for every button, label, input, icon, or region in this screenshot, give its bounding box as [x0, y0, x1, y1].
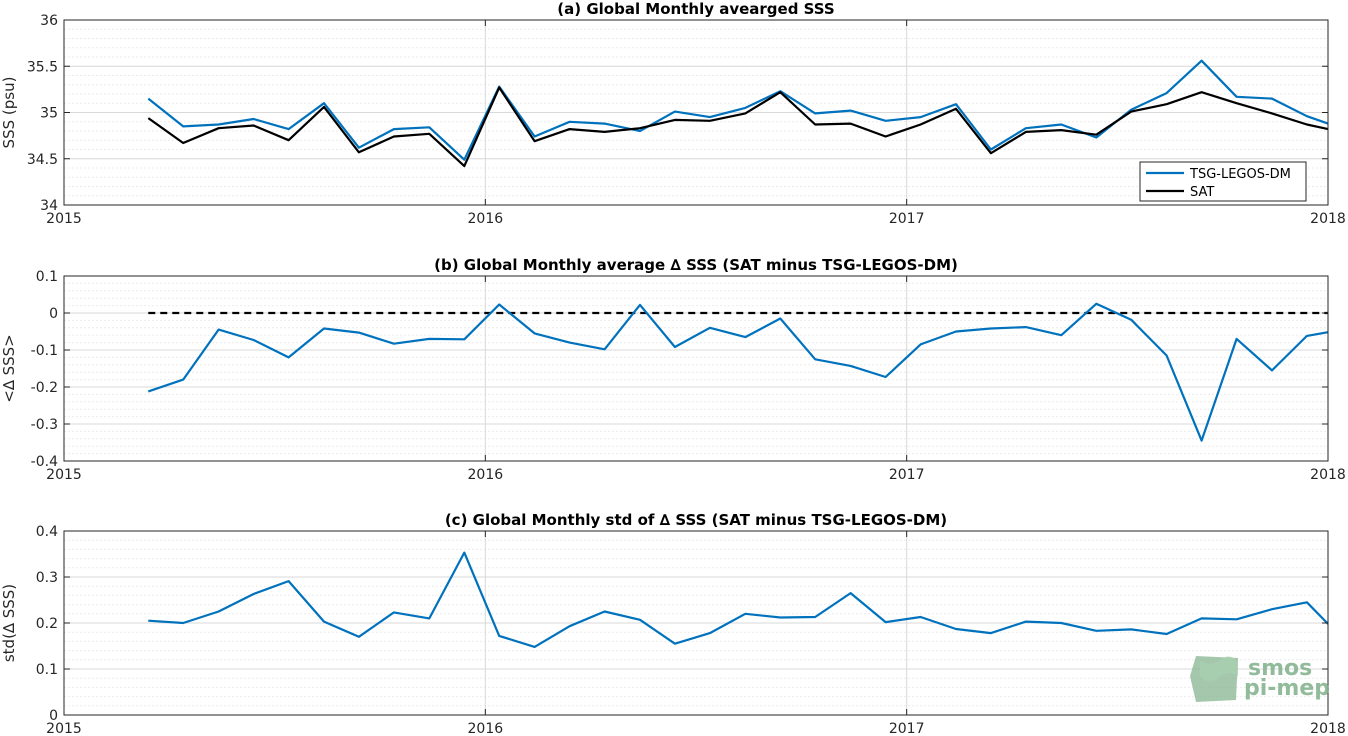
- ytick-label: 35: [40, 106, 58, 122]
- ytick-label: 0: [49, 306, 58, 322]
- chart-panel-1: 34 34.5 35 35.5 36 2015 2016 2017 2018 (a) Global…: [0, 0, 1346, 227]
- xtick-label: 2016: [468, 721, 504, 736]
- legend: TSG-LEGOS-DM SAT: [1139, 161, 1307, 202]
- ytick-label: 0.3: [36, 570, 58, 586]
- ytick-label: 0.4: [36, 524, 58, 540]
- series-line-1: [148, 551, 1329, 649]
- axes-box: [63, 275, 1329, 462]
- ytick-label: 0.1: [36, 662, 58, 678]
- xtick-label: 2015: [46, 721, 82, 736]
- ytick-label: -0.3: [31, 417, 58, 433]
- xtick-label: 2015: [46, 467, 82, 483]
- y-axis-label: std(∆ SSS): [0, 584, 18, 662]
- xtick-label: 2017: [889, 467, 925, 483]
- xtick-label: 2017: [889, 211, 925, 227]
- series-line-1: [147, 302, 1329, 442]
- ytick-label: 35.5: [27, 59, 58, 75]
- legend-label: SAT: [1190, 185, 1214, 200]
- ytick-label: -0.4: [31, 454, 58, 470]
- logo-text-smos: smos: [1248, 656, 1312, 681]
- chart-title: (b) Global Monthly average ∆ SSS (SAT mi…: [434, 256, 958, 274]
- xtick-label: 2015: [46, 211, 82, 227]
- ytick-label: -0.1: [31, 343, 58, 359]
- xtick-label: 2017: [889, 721, 925, 736]
- y-axis-label: <∆ SSS>: [0, 334, 18, 403]
- legend-box: [1139, 161, 1307, 202]
- ytick-label: 34.5: [27, 152, 58, 168]
- series-line-tsg-legos-dm: [147, 59, 1329, 161]
- y-axis-label: SSS (psu): [0, 77, 18, 149]
- ytick-label: 34: [40, 198, 58, 214]
- chart-title: (c) Global Monthly std of ∆ SSS (SAT min…: [445, 511, 947, 529]
- logo-text-pi-mep: pi-mep: [1244, 676, 1330, 701]
- ytick-label: 36: [40, 13, 58, 29]
- xtick-label: 2018: [1310, 467, 1346, 483]
- chart-panel-2: -0.4 -0.3 -0.2 -0.1 0 0.1 2015 2016 2017 2018 (b) …: [0, 256, 1346, 483]
- ytick-label: -0.2: [31, 380, 58, 396]
- series-line-sat: [147, 86, 1329, 168]
- ytick-label: 0.1: [36, 269, 58, 285]
- xtick-label: 2018: [1310, 721, 1346, 736]
- xtick-label: 2018: [1310, 211, 1346, 227]
- chart-panel-3: 0 0.1 0.2 0.3 0.4 2015 2016 2017 2018 (c) Global …: [0, 511, 1346, 736]
- legend-label: TSG-LEGOS-DM: [1189, 167, 1291, 182]
- chart-title: (a) Global Monthly avearged SSS: [557, 0, 834, 18]
- ytick-label: 0.2: [36, 616, 58, 632]
- logo-wave-icon: [1200, 656, 1238, 682]
- xtick-label: 2016: [468, 211, 504, 227]
- xtick-label: 2016: [468, 467, 504, 483]
- ytick-label: 0: [49, 708, 58, 724]
